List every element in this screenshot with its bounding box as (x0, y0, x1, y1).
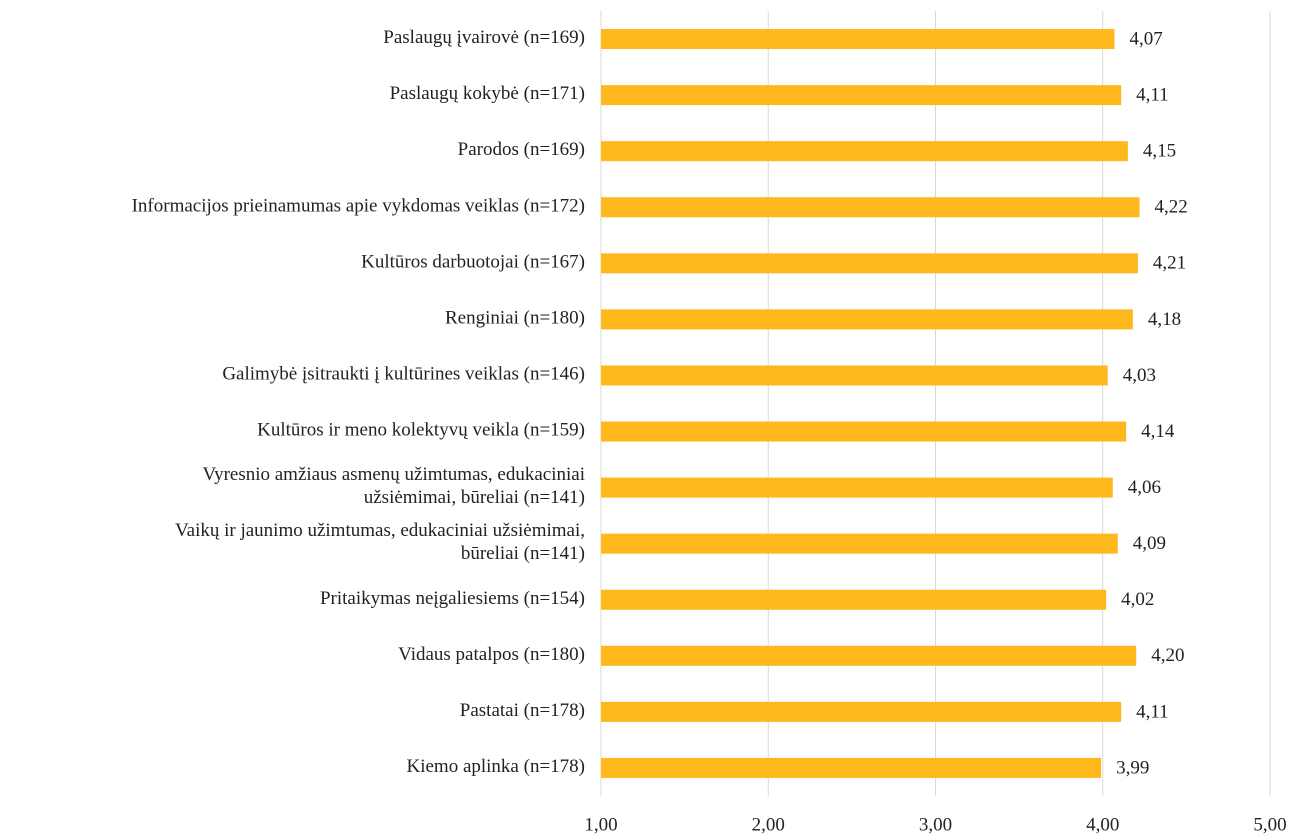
label-line: Vaikų ir jaunimo užimtumas, edukaciniai … (175, 521, 585, 542)
label-line: Paslaugų kokybė (n=171) (390, 83, 585, 104)
y-tick-label: Paslaugų kokybė (n=171) (390, 83, 585, 104)
y-tick-label: Galimybė įsitraukti į kultūrines veiklas… (222, 364, 585, 385)
bar (601, 645, 1137, 666)
y-tick-label: Parodos (n=169) (458, 140, 585, 161)
label-line: Informacijos prieinamumas apie vykdomas … (132, 196, 585, 217)
value-label: 4,03 (1123, 365, 1156, 386)
value-label: 3,99 (1116, 757, 1149, 778)
label-line: Vidaus patalpos (n=180) (398, 644, 585, 665)
label-line: Pritaikymas neįgaliesiems (n=154) (320, 588, 585, 609)
y-tick-label: Paslaugų įvairovė (n=169) (383, 27, 585, 48)
label-line: būreliai (n=141) (461, 544, 585, 565)
bar (601, 141, 1128, 162)
label-line: Paslaugų įvairovė (n=169) (383, 27, 585, 48)
y-tick-label: Pastatai (n=178) (460, 700, 585, 721)
bar (601, 197, 1140, 218)
label-line: Renginiai (n=180) (445, 308, 585, 329)
value-label: 4,18 (1148, 309, 1181, 330)
y-tick-label: Vidaus patalpos (n=180) (398, 644, 585, 665)
value-label: 4,20 (1151, 645, 1184, 666)
label-line: Kultūros ir meno kolektyvų veikla (n=159… (257, 420, 585, 441)
bar (601, 477, 1113, 498)
value-label: 4,06 (1128, 477, 1161, 498)
value-label: 4,22 (1155, 197, 1188, 218)
bar (601, 421, 1127, 442)
label-line: Pastatai (n=178) (460, 700, 585, 721)
bar (601, 757, 1102, 778)
x-tick-label: 3,00 (919, 814, 952, 835)
x-tick-label: 4,00 (1086, 814, 1119, 835)
y-tick-label: Kiemo aplinka (n=178) (406, 756, 585, 777)
bar (601, 253, 1138, 274)
y-tick-label: Pritaikymas neįgaliesiems (n=154) (320, 588, 585, 609)
label-line: Parodos (n=169) (458, 140, 585, 161)
value-label: 4,11 (1136, 701, 1169, 722)
x-tick-label: 5,00 (1253, 814, 1286, 835)
value-label: 4,14 (1141, 421, 1175, 442)
value-label: 4,15 (1143, 141, 1176, 162)
label-line: užsiėmimai, būreliai (n=141) (364, 487, 585, 508)
x-tick-label: 2,00 (752, 814, 785, 835)
bar (601, 29, 1115, 50)
y-tick-label: Kultūros ir meno kolektyvų veikla (n=159… (257, 420, 585, 441)
y-tick-label: Informacijos prieinamumas apie vykdomas … (132, 196, 585, 217)
value-label: 4,02 (1121, 589, 1154, 610)
bar (601, 85, 1122, 106)
bar (601, 533, 1118, 554)
value-label: 4,21 (1153, 253, 1186, 274)
label-line: Vyresnio amžiaus asmenų užimtumas, eduka… (202, 464, 585, 485)
label-line: Galimybė įsitraukti į kultūrines veiklas… (222, 364, 585, 385)
value-label: 4,09 (1133, 533, 1166, 554)
x-tick-label: 1,00 (584, 814, 617, 835)
bar (601, 701, 1122, 722)
value-label: 4,11 (1136, 84, 1169, 105)
y-tick-label: Vaikų ir jaunimo užimtumas, edukaciniai … (175, 521, 585, 565)
y-tick-label: Renginiai (n=180) (445, 308, 585, 329)
value-label: 4,07 (1129, 28, 1162, 49)
bar (601, 589, 1107, 610)
label-line: Kiemo aplinka (n=178) (406, 756, 585, 777)
label-line: Kultūros darbuotojai (n=167) (361, 252, 585, 273)
bar (601, 365, 1108, 386)
y-tick-label: Vyresnio amžiaus asmenų užimtumas, eduka… (202, 464, 585, 508)
y-tick-label: Kultūros darbuotojai (n=167) (361, 252, 585, 273)
bar (601, 309, 1133, 330)
